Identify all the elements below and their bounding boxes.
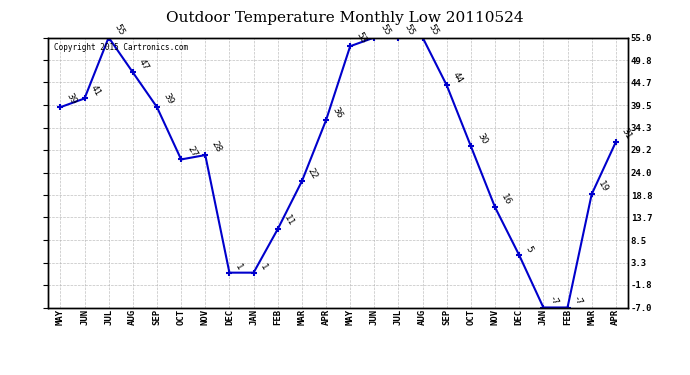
Text: 1: 1 [234,262,244,272]
Text: 47: 47 [137,57,150,72]
Text: 44: 44 [451,70,464,85]
Text: 22: 22 [306,166,319,180]
Text: 19: 19 [596,179,609,194]
Text: -7: -7 [548,294,560,307]
Text: 55: 55 [403,22,416,37]
Text: 31: 31 [620,127,633,141]
Text: 41: 41 [89,83,102,98]
Text: 11: 11 [282,214,295,228]
Text: 55: 55 [113,22,126,37]
Text: 55: 55 [427,22,440,37]
Text: 5: 5 [524,245,534,255]
Text: 55: 55 [379,22,392,37]
Text: 53: 53 [355,31,368,45]
Text: 27: 27 [186,144,199,159]
Text: 28: 28 [210,140,223,154]
Text: 36: 36 [331,105,344,120]
Text: 1: 1 [258,262,268,272]
Text: 30: 30 [475,131,489,146]
Text: 39: 39 [161,92,175,106]
Text: 16: 16 [500,192,513,207]
Text: 39: 39 [65,92,78,106]
Text: -7: -7 [572,294,584,307]
Text: Outdoor Temperature Monthly Low 20110524: Outdoor Temperature Monthly Low 20110524 [166,11,524,25]
Text: Copyright 2015 Cartronics.com: Copyright 2015 Cartronics.com [54,43,188,52]
